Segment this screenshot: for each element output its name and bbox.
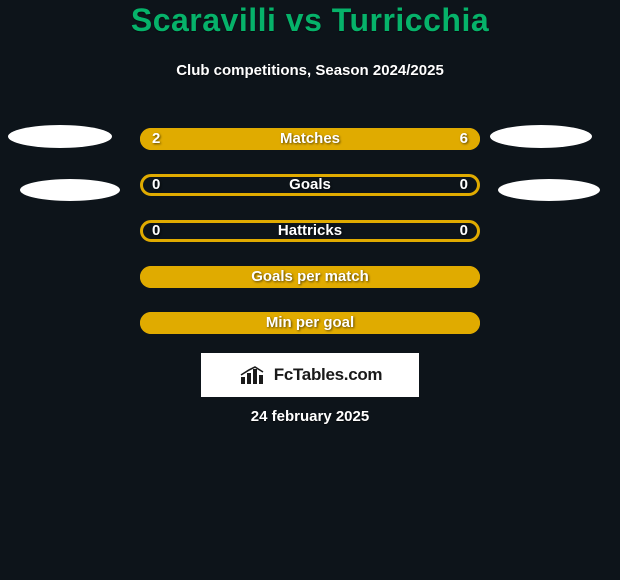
player-ellipse-right [498,179,600,201]
subtitle: Club competitions, Season 2024/2025 [0,62,620,79]
player-ellipse-right [490,125,592,148]
stat-value-left: 2 [152,128,160,150]
stat-value-right: 0 [460,220,468,242]
badge-text: FcTables.com [274,365,383,385]
stat-label: Min per goal [140,312,480,334]
player-ellipse-left [8,125,112,148]
player-ellipse-left [20,179,120,201]
stat-row: Matches2 6 [140,128,480,150]
fctables-badge: FcTables.com [201,353,419,397]
stat-label: Goals per match [140,266,480,288]
stat-label: Goals [140,174,480,196]
stat-value-right: 0 [460,174,468,196]
stat-value-left: 0 [152,174,160,196]
chart-icon [238,364,268,386]
stat-row: Goals0 0 [140,174,480,196]
stat-value-left: 0 [152,220,160,242]
date-text: 24 february 2025 [0,408,620,425]
stat-row: Min per goal [140,312,480,334]
stat-value-right: 6 [460,128,468,150]
page-title: Scaravilli vs Turricchia [0,2,620,39]
comparison-infographic: Scaravilli vs Turricchia Club competitio… [0,0,620,580]
stat-row: Hattricks0 0 [140,220,480,242]
stat-row: Goals per match [140,266,480,288]
stat-label: Hattricks [140,220,480,242]
stat-label: Matches [140,128,480,150]
